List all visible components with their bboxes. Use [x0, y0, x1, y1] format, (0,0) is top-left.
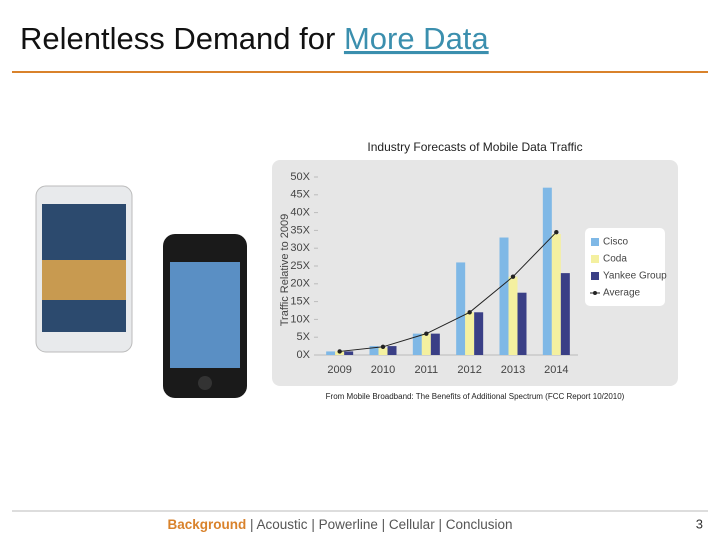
legend-label: Cisco — [603, 237, 628, 248]
average-point — [380, 344, 386, 350]
phone-samsung — [35, 185, 133, 353]
y-tick-label: 45X — [290, 189, 310, 201]
nav-separator: | — [382, 517, 386, 532]
average-point — [467, 310, 472, 315]
legend-swatch — [593, 291, 597, 295]
nav-separator: | — [250, 517, 254, 532]
average-line — [339, 231, 557, 352]
nav-item[interactable]: Powerline — [319, 517, 378, 532]
bar — [387, 346, 397, 355]
legend-swatch — [591, 238, 599, 246]
y-axis-title: Traffic Relative to 2009 — [279, 214, 291, 327]
y-tick-label: 50X — [290, 171, 310, 183]
bar — [542, 187, 552, 355]
y-tick-label: 40X — [290, 207, 310, 219]
x-tick-label: 2014 — [544, 364, 568, 376]
bar — [560, 273, 570, 355]
title-text: Relentless Demand for — [20, 21, 344, 56]
bar — [508, 276, 518, 355]
y-tick-label: 30X — [290, 242, 310, 254]
x-tick-label: 2011 — [415, 364, 439, 376]
bar — [421, 333, 431, 355]
nav-separator: | — [311, 517, 315, 532]
nav-item[interactable]: Conclusion — [446, 517, 513, 532]
nav-item[interactable]: Acoustic — [257, 517, 308, 532]
slide-title: Relentless Demand for More Data — [20, 21, 489, 56]
x-tick-label: 2010 — [371, 364, 395, 376]
bar — [378, 347, 388, 355]
bar — [465, 312, 475, 355]
bar — [499, 237, 509, 355]
x-tick-label: 2013 — [501, 364, 525, 376]
legend-swatch — [591, 255, 599, 263]
average-point — [424, 331, 429, 336]
nav-separator: | — [438, 517, 442, 532]
y-tick-label: 20X — [290, 278, 310, 290]
bar — [517, 292, 527, 355]
chart-source: From Mobile Broadband: The Benefits of A… — [326, 392, 625, 401]
bar — [474, 312, 484, 355]
footer-nav: Background | Acoustic | Powerline | Cell… — [167, 517, 512, 532]
x-tick-label: 2012 — [457, 364, 481, 376]
y-tick-label: 10X — [290, 313, 310, 325]
y-tick-label: 35X — [290, 224, 310, 236]
chart-title: Industry Forecasts of Mobile Data Traffi… — [367, 140, 582, 154]
bar — [430, 333, 440, 355]
y-tick-label: 5X — [297, 331, 311, 343]
bar — [456, 262, 466, 355]
legend-label: Coda — [603, 254, 627, 265]
legend-swatch — [591, 272, 599, 280]
bar — [369, 346, 379, 355]
y-tick-label: 0X — [297, 349, 311, 361]
page-number: 3 — [696, 516, 703, 531]
legend-label: Average — [603, 288, 641, 299]
title-link[interactable]: More Data — [344, 21, 489, 56]
bar — [326, 351, 336, 355]
y-tick-label: 25X — [290, 260, 310, 272]
average-point — [510, 274, 516, 279]
chart-panel — [272, 160, 678, 386]
legend-label: Yankee Group — [603, 271, 667, 282]
average-point — [337, 349, 342, 354]
average-point — [554, 229, 559, 235]
bar — [344, 351, 354, 355]
bar — [412, 333, 422, 355]
nav-item[interactable]: Cellular — [389, 517, 435, 532]
y-tick-label: 15X — [290, 296, 310, 308]
x-tick-label: 2009 — [327, 364, 351, 376]
bar — [551, 233, 561, 355]
nav-item[interactable]: Background — [167, 517, 246, 532]
legend-box — [585, 228, 665, 306]
phone-iphone — [163, 234, 247, 398]
